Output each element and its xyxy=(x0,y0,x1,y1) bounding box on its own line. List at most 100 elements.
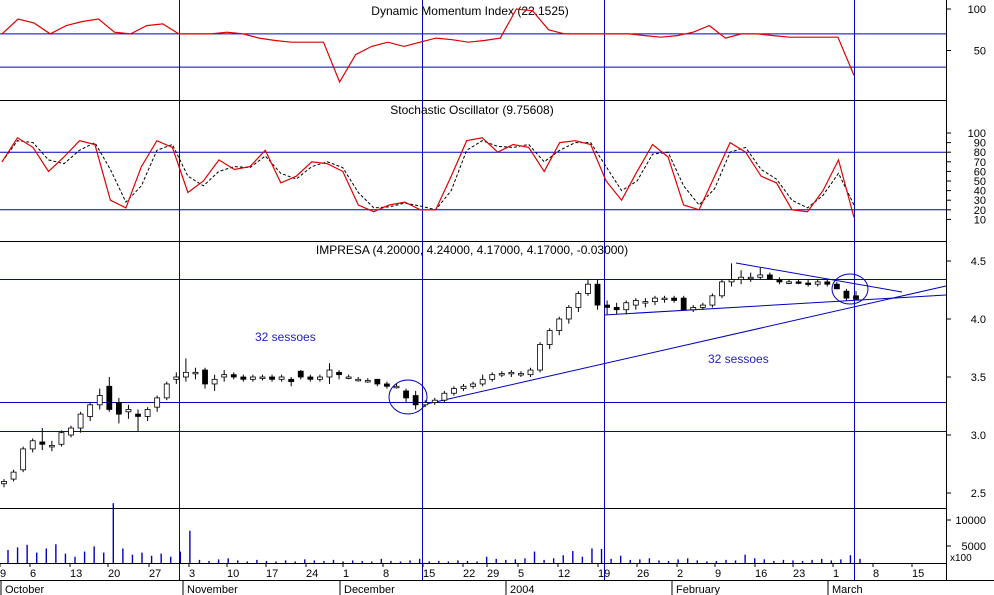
candle-body xyxy=(585,283,591,294)
candle-body xyxy=(240,376,247,380)
x-day-label: 22 xyxy=(463,568,475,580)
candle-body xyxy=(747,276,754,280)
panel-frames xyxy=(0,0,994,581)
candle-body xyxy=(154,397,161,408)
candle-body xyxy=(403,390,409,399)
candle-body xyxy=(556,318,563,332)
x-day-label: 15 xyxy=(912,568,924,580)
candle-body xyxy=(575,293,582,308)
candle-body xyxy=(211,378,218,385)
candle-body xyxy=(96,395,103,406)
x-day-label: 24 xyxy=(306,568,318,580)
x-month-label: December xyxy=(344,584,395,595)
candle-body xyxy=(565,306,572,320)
candle-body xyxy=(278,376,285,380)
candle-body xyxy=(518,373,524,376)
trendlines xyxy=(388,262,947,415)
candle-body xyxy=(163,383,170,399)
x-day-label: 6 xyxy=(30,568,36,580)
candle-body xyxy=(173,376,180,380)
candle-body xyxy=(642,301,649,304)
x-axis: 9 6 13 20 27 3 10 17 24 1 8 15 22 29 5 12 19 26 2 9 16 23 1 8 15… xyxy=(0,564,924,595)
candle-body xyxy=(460,385,467,389)
candle-body xyxy=(757,274,764,278)
candle-body xyxy=(355,378,362,382)
candle-body xyxy=(39,441,46,445)
x-day-label: 2 xyxy=(677,568,683,580)
candle-body xyxy=(106,385,113,410)
price-tick-label: 4.5 xyxy=(971,256,986,268)
stochastic-title: Stochastic Oscillator (9.75608) xyxy=(390,103,553,117)
volume-unit-label: x100 xyxy=(950,553,972,564)
x-day-label: 17 xyxy=(266,568,278,580)
x-month-label: November xyxy=(187,584,238,595)
stochastic-tick-label: 30 xyxy=(974,195,986,207)
stochastic-tick-label: 80 xyxy=(974,147,986,159)
candle-body xyxy=(269,376,275,380)
x-day-label: 23 xyxy=(793,568,805,580)
candle-body xyxy=(766,274,773,280)
stochastic-tick-label: 60 xyxy=(974,166,986,178)
price-tick-label: 3.5 xyxy=(971,372,986,384)
highlight-circle-december xyxy=(388,379,428,415)
candle-body xyxy=(508,371,515,375)
candle-body xyxy=(451,388,457,394)
candle-body xyxy=(632,300,639,306)
candle-body xyxy=(259,376,266,379)
x-day-label: 15 xyxy=(423,568,435,580)
volume-tick-label: 10000 xyxy=(955,515,986,527)
stochastic-d-line xyxy=(1,140,855,211)
candle-body xyxy=(537,344,543,371)
x-day-label: 20 xyxy=(108,568,120,580)
candle-body xyxy=(58,432,65,445)
stochastic-tick-label: 20 xyxy=(974,205,986,217)
x-day-label: 9 xyxy=(0,568,6,580)
candle-body xyxy=(623,302,630,311)
candle-body xyxy=(1,480,7,485)
candle-body xyxy=(393,385,400,389)
x-day-label: 16 xyxy=(755,568,767,580)
candle-body xyxy=(29,440,36,450)
price-tick-label: 4.0 xyxy=(971,314,986,326)
candle-body xyxy=(776,279,783,283)
candle-body xyxy=(671,297,678,301)
candle-body xyxy=(48,445,55,448)
volume-tick-label: 5000 xyxy=(962,541,986,553)
candle-body xyxy=(115,402,122,415)
candle-body xyxy=(824,281,831,285)
candle-body xyxy=(87,404,94,417)
candle-body xyxy=(613,306,620,311)
candle-body xyxy=(527,369,534,376)
stochastic-tick-label: 10 xyxy=(974,214,986,226)
candle-body xyxy=(221,374,228,378)
candle-body xyxy=(374,378,381,385)
x-month-label: February xyxy=(676,584,721,595)
horizontal-grid xyxy=(0,33,946,433)
candle-body xyxy=(604,304,611,308)
dmi-y-axis: 100 50 xyxy=(946,4,986,58)
dmi-tick-label: 100 xyxy=(968,4,986,16)
candle-body xyxy=(680,297,687,311)
stochastic-tick-label: 100 xyxy=(968,128,986,140)
candle-body xyxy=(20,448,27,471)
candle-body xyxy=(843,290,850,299)
candle-body xyxy=(699,304,706,308)
candle-body xyxy=(470,383,476,387)
volume-bars xyxy=(7,503,861,563)
triangle-upper-line xyxy=(735,262,903,293)
x-day-label: 27 xyxy=(149,568,161,580)
candlesticks xyxy=(1,263,859,488)
stochastic-tick-label: 40 xyxy=(974,186,986,198)
candle-body xyxy=(326,369,333,378)
candle-body xyxy=(805,282,812,285)
triangle-lower-line xyxy=(603,294,947,316)
candle-body xyxy=(307,376,314,380)
stochastic-tick-label: 90 xyxy=(974,138,986,150)
candle-body xyxy=(546,330,553,345)
candle-body xyxy=(192,371,199,375)
candle-body xyxy=(661,297,668,301)
candle-body xyxy=(297,370,304,378)
candle-body xyxy=(412,395,419,406)
candle-body xyxy=(68,427,74,436)
vertical-markers xyxy=(179,0,855,580)
